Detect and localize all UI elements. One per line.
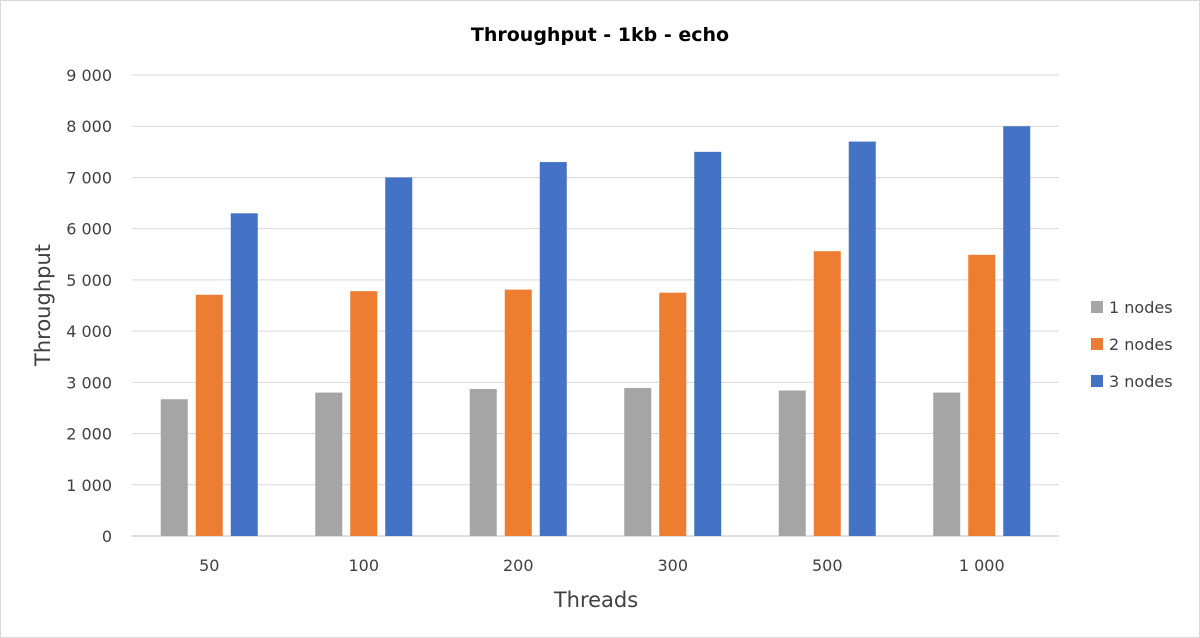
bar-3-nodes-300 — [694, 151, 722, 537]
y-tick-label: 0 — [102, 527, 112, 546]
x-tick-label: 500 — [812, 556, 843, 575]
bar-3-nodes-1000 — [1003, 126, 1031, 536]
x-tick-label: 100 — [348, 556, 379, 575]
y-tick-label: 8 000 — [66, 117, 112, 136]
y-axis-tick-labels: 0 1 000 2 000 3 000 4 000 5 000 6 000 7 000 8 00… — [66, 66, 112, 546]
y-tick-label: 5 000 — [66, 271, 112, 290]
bar-2-nodes-300 — [659, 292, 687, 536]
bar-3-nodes-500 — [848, 141, 876, 537]
bar-3-nodes-100 — [385, 177, 413, 536]
gridlines — [132, 74, 1059, 537]
bar-2-nodes-50 — [195, 294, 223, 536]
x-tick-label: 1 000 — [959, 556, 1005, 575]
bar-3-nodes-200 — [539, 162, 567, 537]
y-tick-label: 7 000 — [66, 168, 112, 187]
chart-title: Throughput - 1kb - echo — [471, 24, 729, 46]
bar-2-nodes-500 — [813, 251, 841, 536]
y-tick-label: 3 000 — [66, 373, 112, 392]
bar-2-nodes-1000 — [968, 254, 996, 537]
bar-1-nodes-50 — [160, 399, 188, 536]
bar-2-nodes-100 — [350, 291, 378, 536]
bar-1-nodes-1000 — [933, 392, 961, 536]
legend-swatch — [1091, 301, 1103, 313]
y-tick-label: 2 000 — [66, 425, 112, 444]
bar-1-nodes-100 — [315, 392, 343, 536]
y-axis-title: Throughput — [31, 244, 55, 367]
legend-swatch — [1091, 338, 1103, 350]
legend-label: 2 nodes — [1109, 335, 1173, 354]
legend: 1 nodes 2 nodes 3 nodes — [1091, 298, 1173, 391]
bar-1-nodes-500 — [778, 390, 806, 536]
legend-label: 3 nodes — [1109, 372, 1173, 391]
legend-label: 1 nodes — [1109, 298, 1173, 317]
bar-1-nodes-200 — [469, 388, 497, 536]
legend-swatch — [1091, 375, 1103, 387]
bars — [160, 126, 1031, 537]
y-tick-label: 9 000 — [66, 66, 112, 85]
bar-1-nodes-300 — [624, 387, 652, 536]
x-axis-tick-labels: 50 100 200 300 500 1 000 — [199, 556, 1005, 575]
y-tick-label: 6 000 — [66, 220, 112, 239]
x-tick-label: 200 — [503, 556, 534, 575]
bar-3-nodes-50 — [230, 213, 258, 537]
x-tick-label: 300 — [657, 556, 688, 575]
y-tick-label: 4 000 — [66, 322, 112, 341]
x-axis-title: Threads — [553, 588, 638, 612]
x-tick-label: 50 — [199, 556, 219, 575]
bar-2-nodes-200 — [504, 289, 532, 536]
y-tick-label: 1 000 — [66, 476, 112, 495]
